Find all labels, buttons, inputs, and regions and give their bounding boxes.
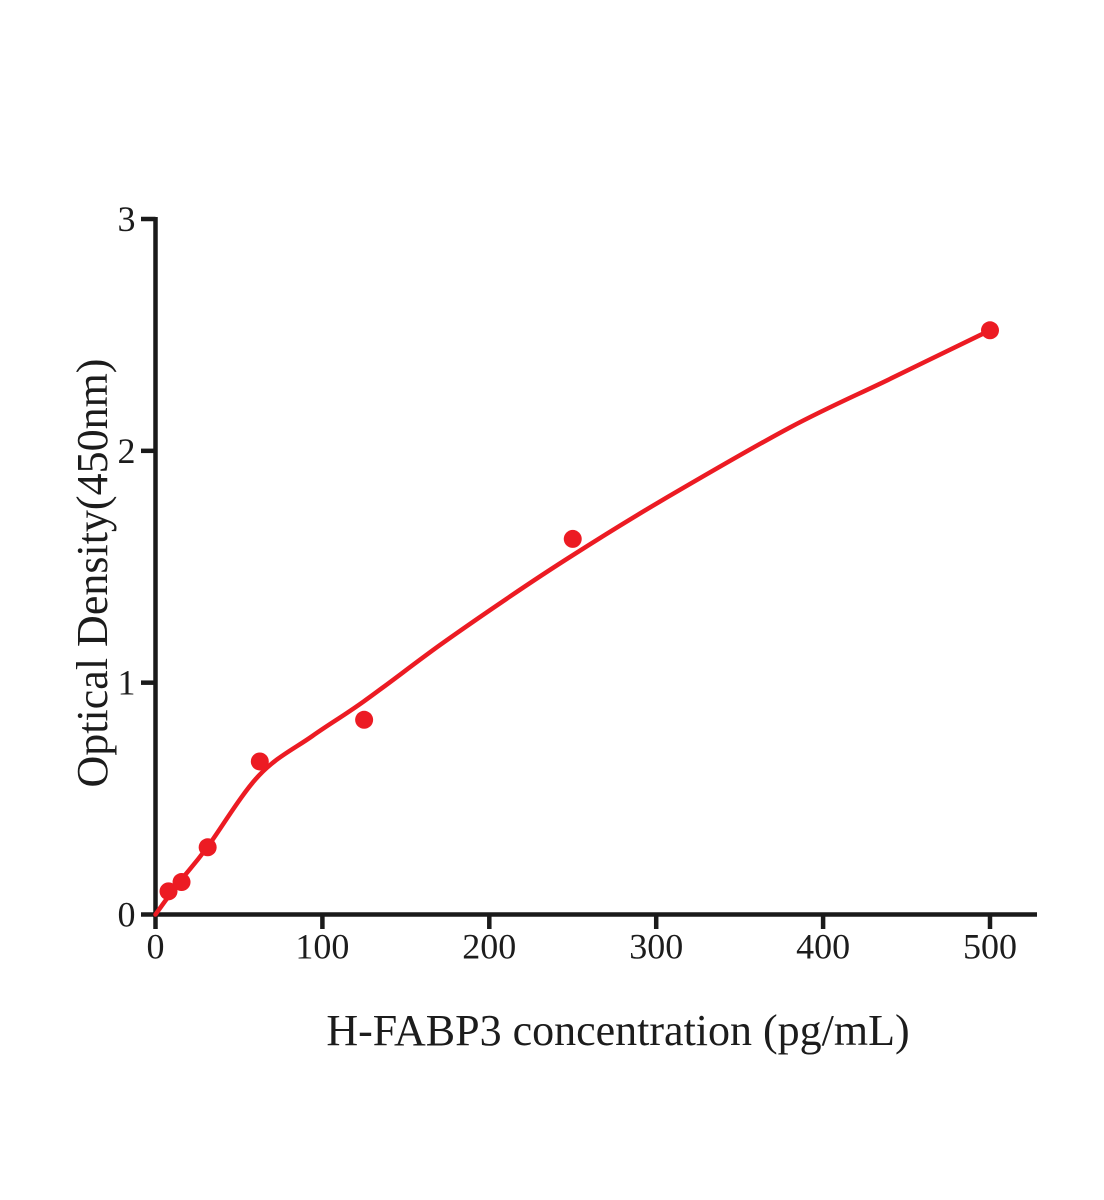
data-point — [159, 882, 178, 901]
x-tick-label: 200 — [462, 927, 516, 967]
data-point — [172, 873, 191, 892]
y-axis: 0 1 2 3 — [118, 199, 158, 935]
y-tick-label: 3 — [118, 199, 136, 239]
x-axis: 0 100 200 300 400 500 — [147, 912, 1037, 967]
data-points — [159, 321, 999, 901]
y-tick-label: 2 — [118, 431, 136, 471]
x-tick-label: 100 — [295, 927, 349, 967]
y-axis-title: Optical Density(450nm) — [68, 358, 117, 788]
data-point — [355, 710, 374, 729]
x-tick-label: 300 — [629, 927, 683, 967]
data-point — [981, 321, 999, 340]
data-point — [250, 752, 269, 771]
x-tick-label: 500 — [963, 927, 1017, 967]
y-tick-label: 0 — [118, 895, 136, 935]
x-axis-title: H-FABP3 concentration (pg/mL) — [326, 1006, 910, 1055]
data-point — [198, 838, 217, 857]
data-point — [563, 529, 582, 548]
x-tick-label: 0 — [147, 927, 165, 967]
x-tick-label: 400 — [796, 927, 850, 967]
y-tick-label: 1 — [118, 663, 136, 703]
standard-curve-line — [153, 328, 993, 917]
